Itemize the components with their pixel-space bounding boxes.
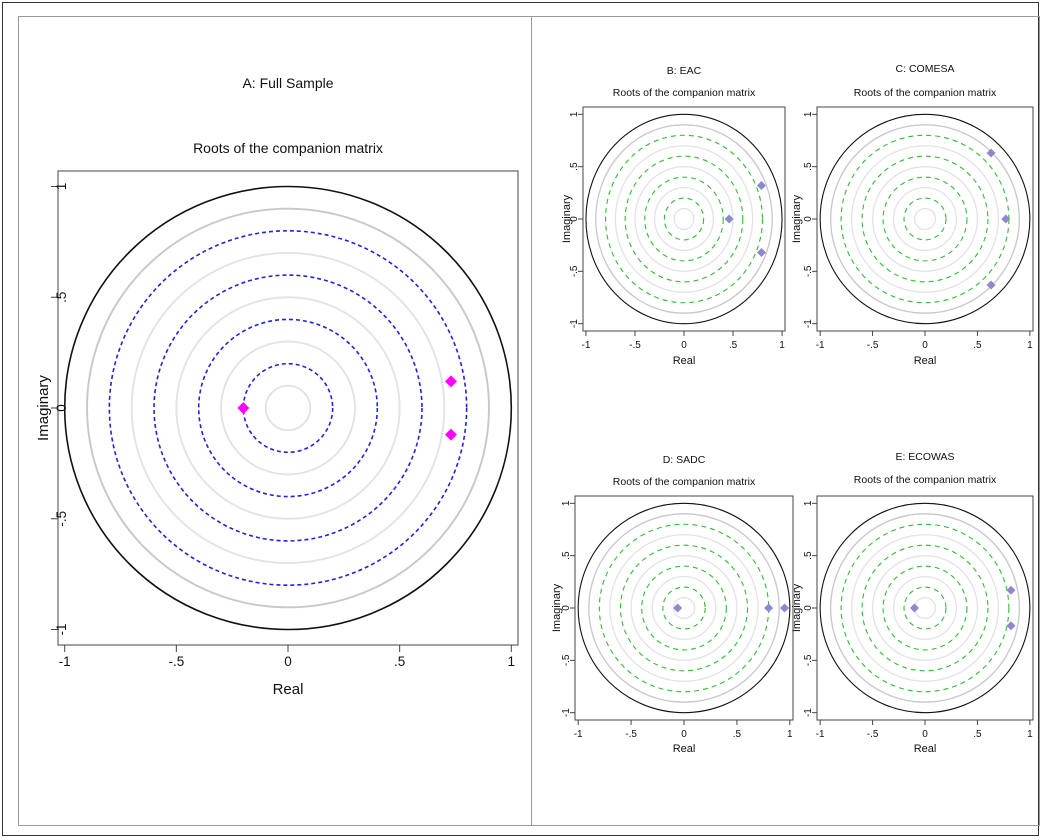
panel-divider [531, 16, 532, 826]
panel-left-frame [18, 16, 531, 826]
panel-right-frame [532, 16, 1040, 826]
